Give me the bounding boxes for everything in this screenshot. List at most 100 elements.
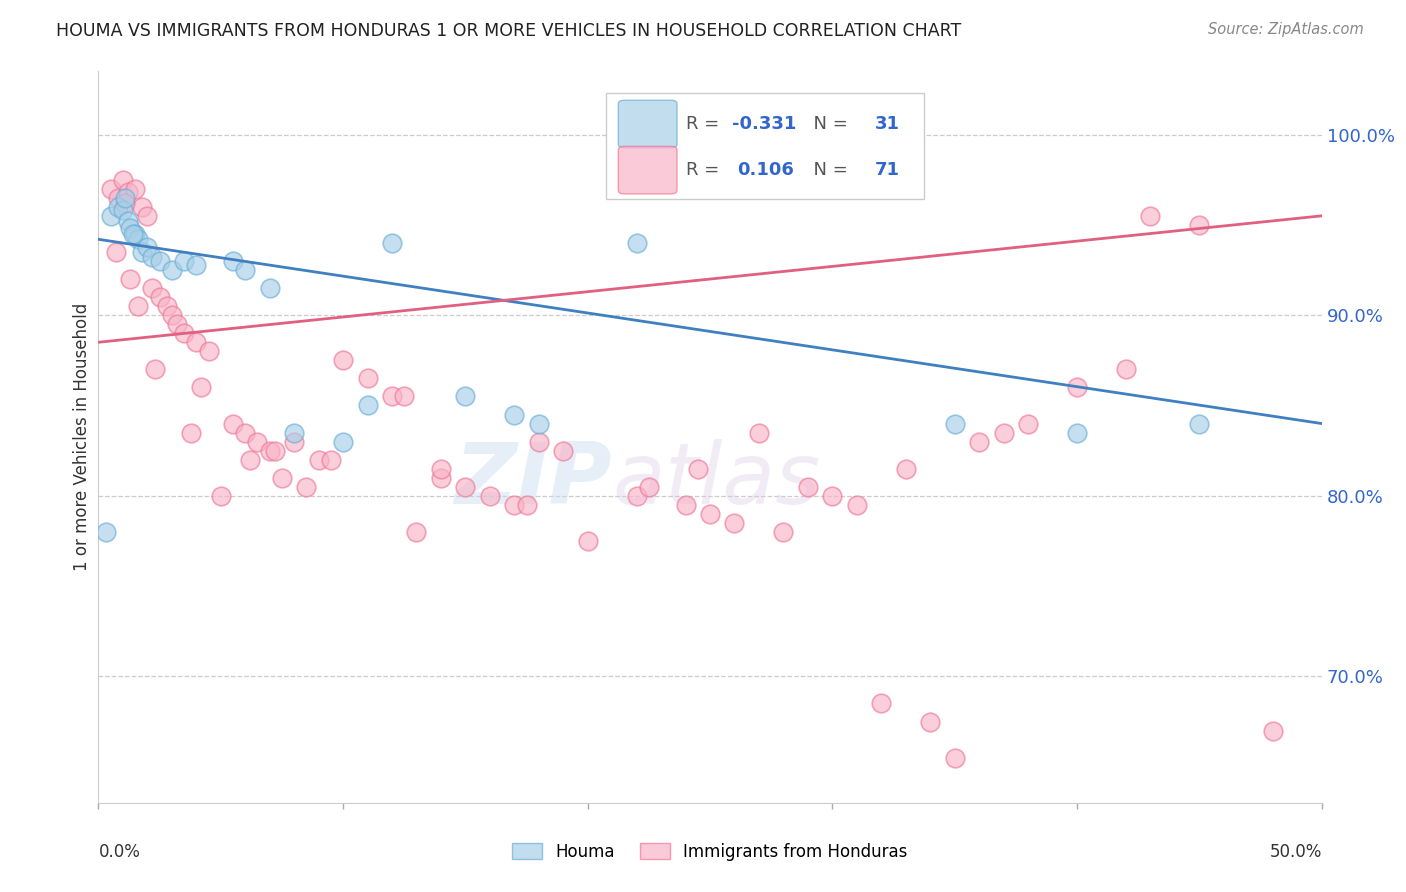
Point [1066,380,1088,394]
Point [141,281,163,295]
Point [699,507,721,521]
Point [1115,362,1137,376]
Point [356,399,378,413]
Point [131,200,153,214]
Point [259,443,281,458]
Text: R =: R = [686,115,724,133]
Point [686,461,709,475]
Text: 0.0%: 0.0% [98,843,141,861]
Point [149,290,172,304]
Point [1261,723,1284,738]
Point [131,244,153,259]
Point [117,186,139,200]
Point [136,209,159,223]
Point [356,371,378,385]
Point [107,191,129,205]
Point [246,434,269,449]
Text: 0.106: 0.106 [737,161,794,179]
Point [723,516,745,530]
Point [454,389,477,403]
Point [527,417,550,431]
Point [454,480,477,494]
Point [127,299,149,313]
Text: N =: N = [801,115,853,133]
Point [478,489,501,503]
Point [527,434,550,449]
Point [430,471,453,485]
Point [319,452,342,467]
Point [1188,218,1211,232]
FancyBboxPatch shape [619,100,678,148]
Point [143,362,166,376]
Point [295,480,318,494]
Point [1139,209,1161,223]
Point [186,258,208,272]
Point [332,434,354,449]
Point [405,524,427,539]
Point [821,489,844,503]
Legend: Houma, Immigrants from Honduras: Houma, Immigrants from Honduras [506,837,914,868]
Point [117,214,139,228]
Point [222,417,245,431]
Point [993,425,1015,440]
Point [209,489,232,503]
FancyBboxPatch shape [606,94,924,200]
Point [263,443,285,458]
Point [283,425,305,440]
Point [156,299,179,313]
Point [430,461,453,475]
Point [111,172,134,186]
Point [576,533,599,548]
Point [114,196,136,211]
Point [797,480,820,494]
Point [381,389,404,403]
Point [136,239,159,253]
Point [100,182,122,196]
Text: atlas: atlas [612,440,820,523]
Point [166,317,188,331]
Point [943,417,966,431]
Point [197,344,219,359]
Point [675,498,697,512]
Text: HOUMA VS IMMIGRANTS FROM HONDURAS 1 OR MORE VEHICLES IN HOUSEHOLD CORRELATION CH: HOUMA VS IMMIGRANTS FROM HONDURAS 1 OR M… [56,22,962,40]
Text: 50.0%: 50.0% [1270,843,1322,861]
Point [114,191,136,205]
Point [332,353,354,368]
Y-axis label: 1 or more Vehicles in Household: 1 or more Vehicles in Household [73,303,91,571]
Point [121,227,143,241]
Point [222,254,245,268]
Point [233,263,256,277]
Point [626,235,648,250]
Point [748,425,770,440]
Point [503,498,526,512]
Point [124,182,146,196]
Point [894,461,917,475]
Point [1017,417,1039,431]
Point [638,480,661,494]
Point [120,221,142,235]
Point [141,251,163,265]
Text: N =: N = [801,161,853,179]
Point [104,244,127,259]
Point [107,200,129,214]
Point [1188,417,1211,431]
Text: 31: 31 [875,115,900,133]
Point [553,443,575,458]
Text: 71: 71 [875,161,900,179]
Point [1066,425,1088,440]
Point [173,254,195,268]
Point [160,263,183,277]
Point [626,489,648,503]
Point [392,389,416,403]
Point [772,524,794,539]
Point [127,232,149,246]
Point [111,203,134,218]
Point [967,434,990,449]
Point [186,335,208,350]
Point [180,425,202,440]
Point [270,471,294,485]
Point [308,452,330,467]
FancyBboxPatch shape [619,146,678,194]
Point [100,209,122,223]
Point [160,308,183,322]
